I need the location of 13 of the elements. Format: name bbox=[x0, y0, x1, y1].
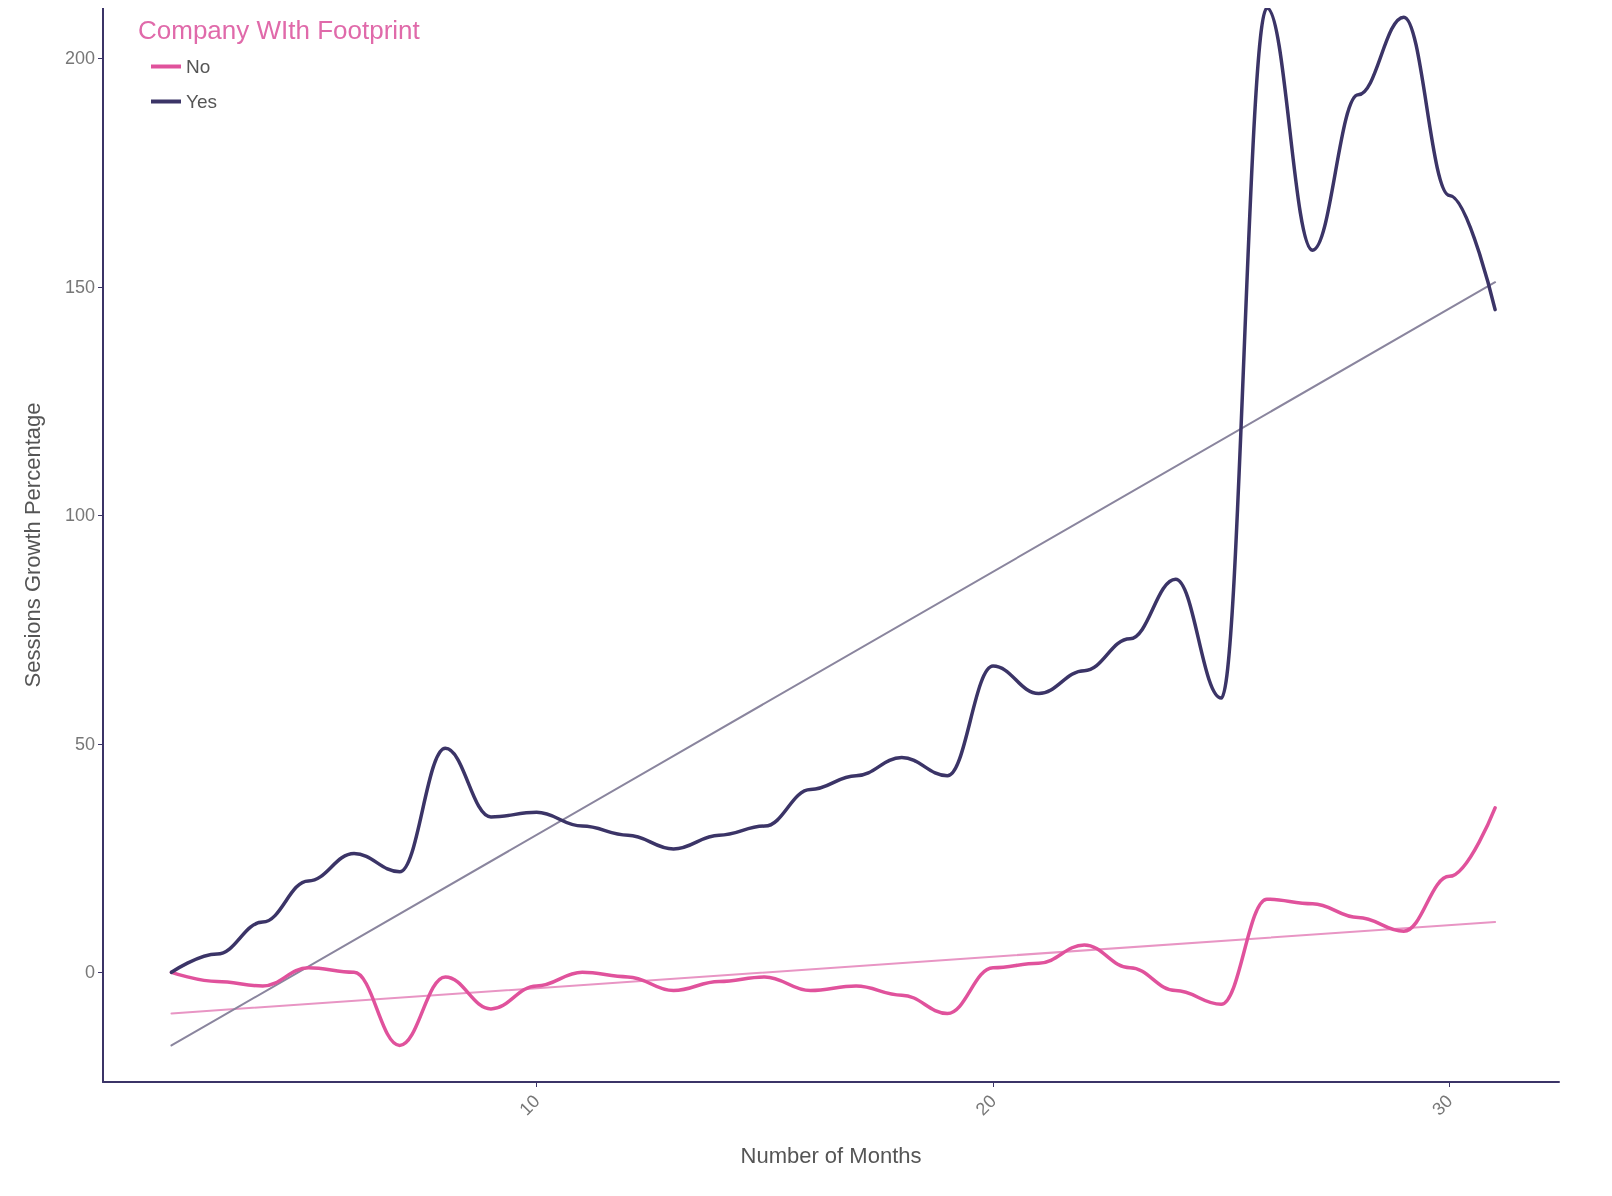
y-tick-label: 150 bbox=[64, 276, 95, 297]
x-tick-label: 10 bbox=[515, 1090, 544, 1120]
legend-label: No bbox=[186, 56, 211, 77]
x-tick-label: 20 bbox=[971, 1090, 1001, 1120]
y-tick-label: 50 bbox=[74, 733, 95, 754]
y-axis-title: Sessions Growth Percentage bbox=[19, 402, 45, 688]
y-tick-label: 100 bbox=[64, 505, 95, 526]
x-tick-label: 30 bbox=[1428, 1090, 1457, 1120]
y-tick-label: 200 bbox=[64, 48, 95, 69]
x-axis-title: Number of Months bbox=[740, 1142, 922, 1168]
y-tick-label: 0 bbox=[84, 962, 95, 983]
legend-label: Yes bbox=[186, 91, 217, 112]
legend-title: Company WIth Footprint bbox=[138, 15, 421, 45]
